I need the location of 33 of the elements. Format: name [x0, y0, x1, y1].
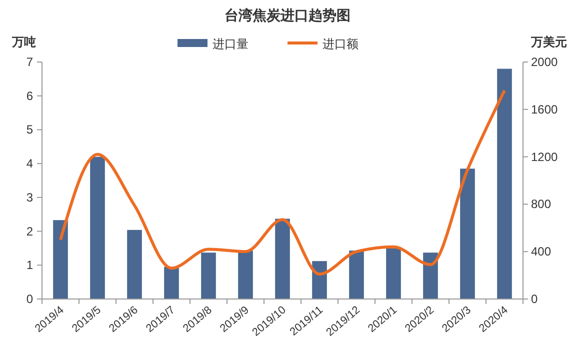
y2-tick-label: 2000 — [531, 55, 558, 69]
bar — [349, 250, 364, 299]
bar — [53, 220, 68, 299]
y-tick-label: 1 — [26, 258, 34, 272]
bar — [423, 252, 438, 299]
bar — [90, 156, 105, 299]
bar — [201, 252, 216, 299]
bar — [497, 68, 512, 299]
legend-label: 进口额 — [322, 37, 358, 51]
y2-axis-title: 万美元 — [530, 35, 567, 49]
bar — [386, 248, 401, 299]
y2-tick-label: 1200 — [531, 150, 558, 164]
bar — [460, 168, 475, 299]
y2-tick-label: 400 — [531, 244, 552, 259]
line-series — [59, 88, 506, 276]
bar — [275, 218, 290, 299]
y-tick-label: 2 — [26, 224, 34, 238]
bar — [312, 261, 327, 299]
y2-tick-label: 0 — [531, 292, 538, 306]
y2-tick-label: 800 — [531, 197, 552, 212]
y-tick-label: 7 — [26, 55, 34, 69]
bar — [127, 230, 142, 299]
bar — [238, 250, 253, 299]
y2-tick-label: 1600 — [531, 102, 558, 116]
y-tick-label: 5 — [26, 122, 34, 137]
y-axis-title: 万吨 — [11, 35, 36, 49]
y-tick-label: 6 — [26, 88, 34, 103]
bar — [164, 266, 179, 299]
y-tick-label: 4 — [26, 156, 34, 171]
y-tick-label: 0 — [26, 292, 34, 306]
chart-title: 台湾焦炭进口趋势图 — [224, 7, 350, 23]
y-tick-label: 3 — [26, 190, 34, 204]
legend-label: 进口量 — [212, 37, 248, 51]
